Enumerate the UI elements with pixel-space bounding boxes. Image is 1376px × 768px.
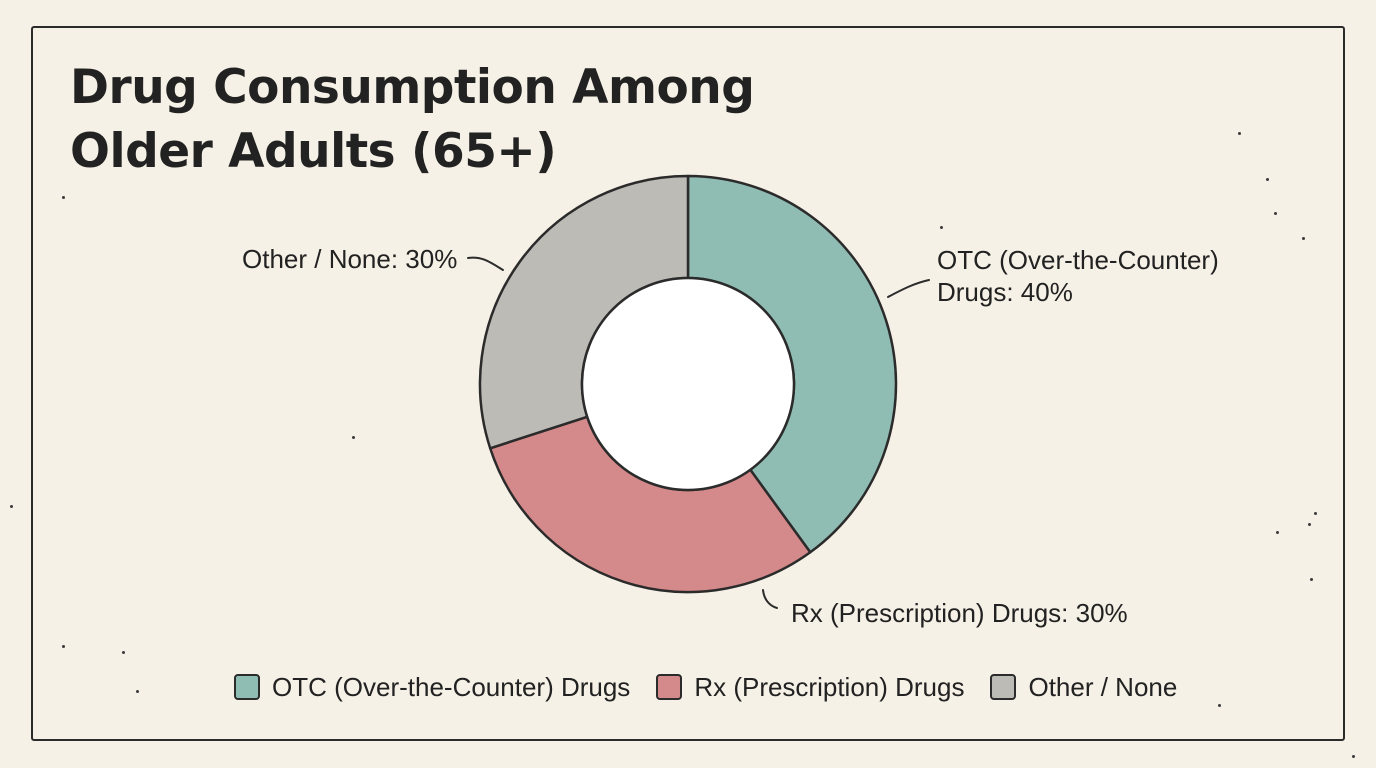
- paper-speck: [1276, 531, 1279, 534]
- paper-speck: [1238, 132, 1241, 135]
- donut-slices: [478, 174, 898, 594]
- chart-frame: [31, 26, 1345, 741]
- slice-label-otc: OTC (Over-the-Counter) Drugs: 40%: [937, 244, 1219, 308]
- leader-line-other: [467, 256, 504, 271]
- paper-speck: [1352, 755, 1355, 758]
- legend-label-other: Other / None: [1028, 671, 1178, 702]
- paper-speck: [122, 651, 125, 654]
- paper-speck: [10, 505, 13, 508]
- paper-speck: [1302, 237, 1305, 240]
- paper-speck: [1308, 523, 1311, 526]
- chart-title-line-1: Drug Consumption Among: [70, 60, 755, 115]
- leader-line-otc: [887, 279, 930, 298]
- leader-line-rx: [762, 589, 778, 609]
- legend-label-otc: OTC (Over-the-Counter) Drugs: [272, 671, 631, 702]
- chart-title: Drug Consumption Among Older Adults (65+…: [70, 56, 755, 184]
- paper-speck: [352, 436, 355, 439]
- paper-speck: [62, 645, 65, 648]
- paper-speck: [1314, 512, 1317, 515]
- paper-speck: [1274, 212, 1277, 215]
- slice-label-other: Other / None: 30%: [242, 243, 457, 275]
- donut-hole: [580, 276, 796, 492]
- paper-speck: [1266, 178, 1269, 181]
- slice-label-otc-line-2: Drugs: 40%: [937, 277, 1073, 307]
- legend-item-rx: Rx (Prescription) Drugs: [656, 672, 964, 703]
- legend-label-rx: Rx (Prescription) Drugs: [694, 671, 965, 702]
- legend-item-other: Other / None: [990, 672, 1177, 703]
- chart-legend: OTC (Over-the-Counter) Drugs Rx (Prescri…: [234, 670, 1203, 704]
- legend-swatch-otc: [234, 674, 260, 700]
- paper-speck: [1310, 578, 1313, 581]
- slice-label-otc-line-1: OTC (Over-the-Counter): [937, 245, 1219, 275]
- legend-item-otc: OTC (Over-the-Counter) Drugs: [234, 672, 630, 703]
- legend-swatch-rx: [656, 674, 683, 700]
- slice-label-rx: Rx (Prescription) Drugs: 30%: [791, 597, 1128, 629]
- slice-label-rx-text: Rx (Prescription) Drugs: 30%: [791, 598, 1128, 628]
- paper-speck: [62, 196, 65, 199]
- chart-title-line-2: Older Adults (65+): [70, 124, 557, 179]
- paper-speck: [136, 690, 139, 693]
- paper-speck: [1218, 704, 1221, 707]
- slice-label-other-text: Other / None: 30%: [242, 244, 458, 274]
- paper-speck: [940, 226, 943, 229]
- legend-swatch-other: [990, 674, 1017, 700]
